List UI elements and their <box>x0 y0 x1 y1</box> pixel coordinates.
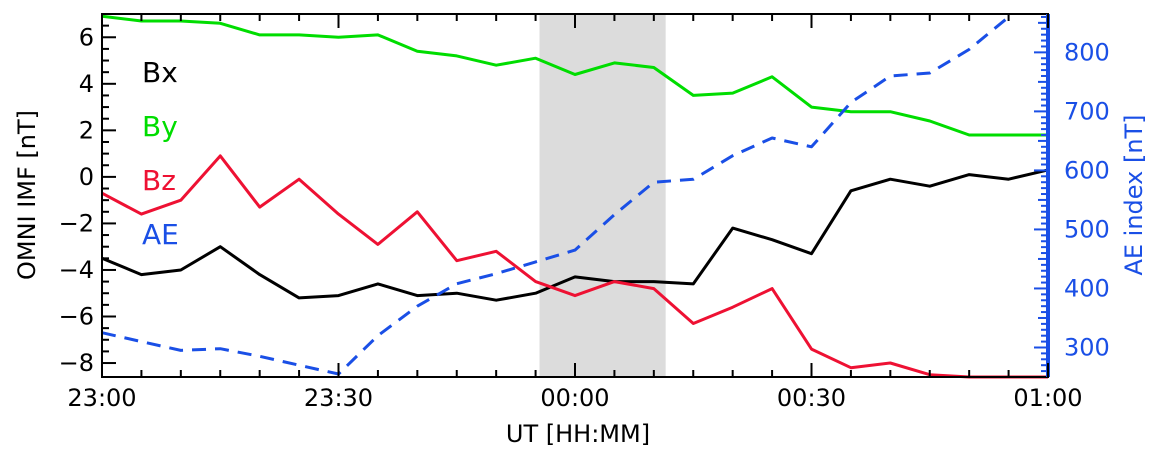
legend-item-ae: AE <box>142 218 179 251</box>
right-tick-label: 300 <box>1064 333 1110 361</box>
left-tick-label: −8 <box>59 349 94 377</box>
legend-item-by: By <box>142 110 178 143</box>
series-line-ae <box>101 15 1010 376</box>
series-line-bx <box>101 168 1049 302</box>
left-tick-label: −4 <box>59 256 94 284</box>
right-tick-label: 700 <box>1064 97 1110 125</box>
left-tick-label: −2 <box>59 209 94 237</box>
shaded-interval <box>539 14 666 377</box>
legend-item-bz: Bz <box>142 164 176 197</box>
x-axis-label: UT [HH:MM] <box>506 420 650 448</box>
right-axis-ticks: 300 400 500 600 700 800 <box>1034 15 1110 373</box>
right-axis-label: AE index [nT] <box>1120 114 1148 275</box>
left-tick-label: −6 <box>59 303 94 331</box>
series-line-by <box>101 14 1048 137</box>
x-axis-ticks: 23:00 23:30 00:00 00:30 01:00 <box>67 14 1083 412</box>
left-tick-label: 4 <box>79 70 94 98</box>
legend-item-bx: Bx <box>142 56 178 89</box>
right-tick-label: 600 <box>1064 156 1110 184</box>
right-tick-label: 800 <box>1064 38 1110 66</box>
x-tick-label: 00:00 <box>540 384 609 412</box>
right-tick-label: 400 <box>1064 274 1110 302</box>
right-tick-label: 500 <box>1064 215 1110 243</box>
x-tick-label: 00:30 <box>777 384 846 412</box>
x-tick-label: 23:30 <box>304 384 373 412</box>
x-tick-label: 23:00 <box>67 384 136 412</box>
left-axis-label: OMNI IMF [nT] <box>13 110 41 280</box>
left-tick-label: 2 <box>79 116 94 144</box>
x-tick-label: 01:00 <box>1013 384 1082 412</box>
legend: Bx By Bz AE <box>142 56 179 251</box>
left-axis-ticks: 6 4 2 0 −2 −4 −6 −8 <box>59 13 116 377</box>
series-line-bz <box>101 154 1048 379</box>
left-tick-label: 6 <box>79 23 94 51</box>
left-tick-label: 0 <box>79 163 94 191</box>
series-layer <box>101 14 1049 379</box>
